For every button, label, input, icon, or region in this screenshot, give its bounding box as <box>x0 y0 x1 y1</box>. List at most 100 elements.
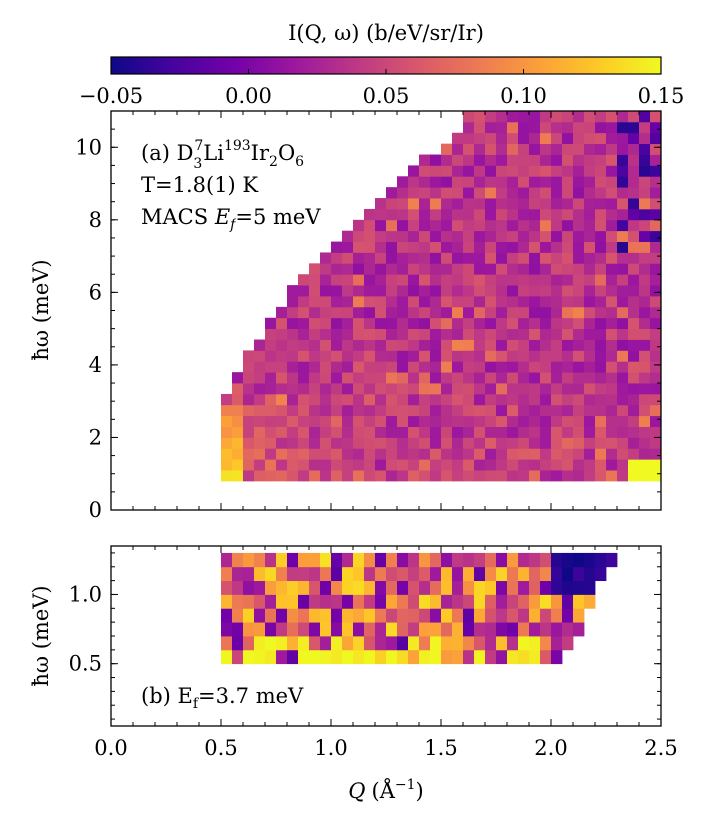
heatmap-cell <box>485 372 497 384</box>
heatmap-cell <box>551 636 563 651</box>
heatmap-cell <box>364 219 376 232</box>
heatmap-cell <box>441 552 453 568</box>
heatmap-cell <box>309 459 321 471</box>
heatmap-cell <box>309 295 321 308</box>
heatmap-cell <box>650 470 661 482</box>
heatmap-cell <box>650 295 661 308</box>
heatmap-cell <box>639 361 651 373</box>
heatmap-cell <box>375 470 387 482</box>
heatmap-cell <box>606 241 618 253</box>
heatmap-cell <box>408 372 420 384</box>
heatmap-cell <box>221 470 233 482</box>
colorbar: I(Q, ω) (b/eV/sr/Ir) −0.05 0.00 0.05 0.10 0.… <box>79 21 685 108</box>
heatmap-cell <box>639 208 651 221</box>
heatmap-cell <box>463 339 475 351</box>
heatmap-cell <box>408 404 420 417</box>
heatmap-cell <box>375 393 387 406</box>
heatmap-cell <box>309 393 321 406</box>
heatmap-cell <box>452 339 464 351</box>
heatmap-cell <box>353 649 365 665</box>
heatmap-cell <box>518 649 530 665</box>
heatmap-cell <box>639 393 651 406</box>
heatmap-cell <box>628 274 640 286</box>
heatmap-cell <box>595 306 607 319</box>
heatmap-cell <box>595 230 607 242</box>
heatmap-cell <box>573 622 585 637</box>
heatmap-cell <box>452 426 464 438</box>
heatmap-cell <box>364 339 376 351</box>
heatmap-cell <box>320 636 332 651</box>
heatmap-cell <box>452 306 464 319</box>
heatmap-cell <box>265 566 277 582</box>
heatmap-cell <box>221 594 233 609</box>
heatmap-cell <box>276 426 288 438</box>
heatmap-cell <box>507 470 519 482</box>
heatmap-cell <box>386 263 398 275</box>
y-tick-label: 6 <box>89 280 102 304</box>
heatmap-cell <box>287 448 299 460</box>
heatmap-cell <box>518 448 530 460</box>
heatmap-cell <box>518 361 530 373</box>
heatmap-cell <box>529 566 541 582</box>
heatmap-cell <box>650 132 661 145</box>
heatmap-cell <box>617 306 629 319</box>
heatmap-cell <box>551 219 563 232</box>
heatmap-cell <box>540 594 552 609</box>
heatmap-cell <box>287 361 299 373</box>
heatmap-cell <box>221 404 233 417</box>
heatmap-cell <box>650 219 661 232</box>
heatmap-cell <box>463 383 475 395</box>
heatmap-cell <box>342 404 354 417</box>
heatmap-cell <box>606 415 618 427</box>
heatmap-cell <box>650 263 661 275</box>
heatmap-cell <box>309 404 321 417</box>
heatmap-cell <box>529 361 541 373</box>
heatmap-cell <box>518 111 530 123</box>
colorbar-label: I(Q, ω) (b/eV/sr/Ir) <box>288 21 484 45</box>
heatmap-cell <box>375 252 387 264</box>
heatmap-cell <box>452 263 464 275</box>
heatmap-cell <box>507 552 519 568</box>
heatmap-cell <box>485 448 497 460</box>
heatmap-cell <box>474 470 486 482</box>
heatmap-cell <box>639 143 651 155</box>
heatmap-cell <box>551 350 563 362</box>
heatmap-cell <box>331 339 343 351</box>
heatmap-cell <box>474 241 486 253</box>
heatmap-cell <box>254 415 266 427</box>
heatmap-cell <box>430 295 442 308</box>
heatmap-cell <box>441 339 453 351</box>
heatmap-cell <box>474 459 486 471</box>
heatmap-cell <box>639 121 651 134</box>
heatmap-cell <box>408 317 420 330</box>
heatmap-cell <box>331 285 343 297</box>
heatmap-cell <box>221 426 233 438</box>
heatmap-cell <box>331 437 343 449</box>
heatmap-cell <box>463 328 475 340</box>
heatmap-cell <box>562 132 574 145</box>
heatmap-cell <box>540 263 552 275</box>
heatmap-cell <box>496 426 508 438</box>
heatmap-cell <box>540 165 552 177</box>
heatmap-cell <box>430 636 442 651</box>
heatmap-cell <box>232 393 244 406</box>
heatmap-cell <box>397 566 409 582</box>
heatmap-cell <box>639 285 651 297</box>
heatmap-cell <box>408 437 420 449</box>
heatmap-cell <box>562 594 574 609</box>
heatmap-cell <box>441 649 453 665</box>
heatmap-cell <box>353 608 365 623</box>
heatmap-cell <box>408 415 420 427</box>
heatmap-cell <box>386 230 398 242</box>
heatmap-cell <box>386 306 398 319</box>
heatmap-cell <box>353 252 365 264</box>
heatmap-cell <box>540 361 552 373</box>
heatmap-cell <box>397 393 409 406</box>
heatmap-cell <box>232 580 244 595</box>
heatmap-cell <box>364 636 376 651</box>
heatmap-cell <box>573 339 585 351</box>
heatmap-cell <box>485 143 497 155</box>
heatmap-cell <box>397 437 409 449</box>
heatmap-cell <box>595 459 607 471</box>
heatmap-cell <box>529 404 541 417</box>
